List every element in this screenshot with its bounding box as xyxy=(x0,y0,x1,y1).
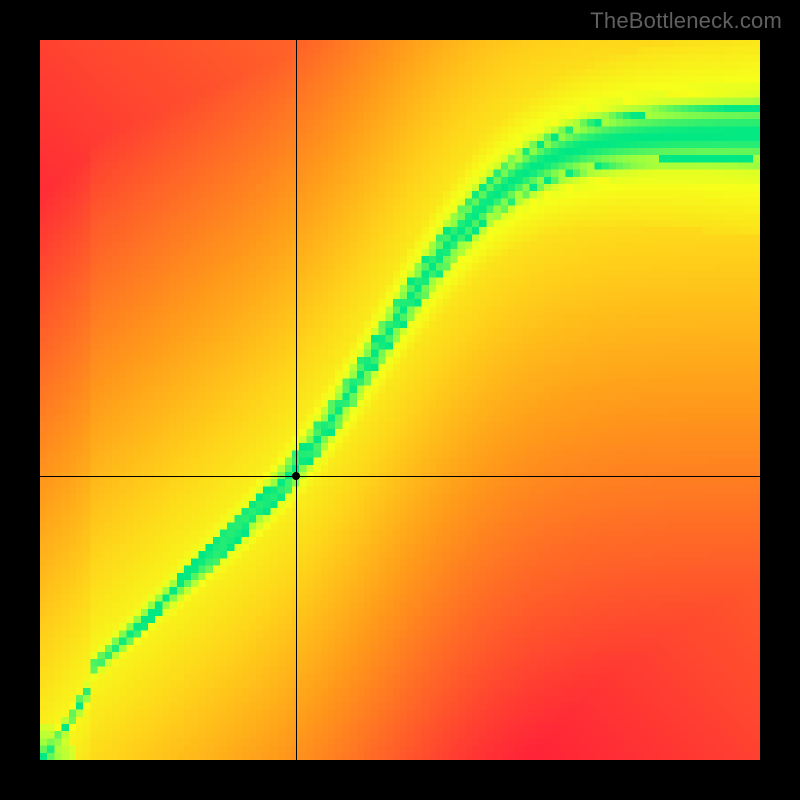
chart-container: TheBottleneck.com xyxy=(0,0,800,800)
crosshair-vertical xyxy=(296,40,297,760)
crosshair-horizontal xyxy=(40,476,760,477)
heatmap-canvas xyxy=(40,40,760,760)
watermark-text: TheBottleneck.com xyxy=(590,8,782,34)
crosshair-marker xyxy=(292,472,300,480)
plot-area xyxy=(40,40,760,760)
